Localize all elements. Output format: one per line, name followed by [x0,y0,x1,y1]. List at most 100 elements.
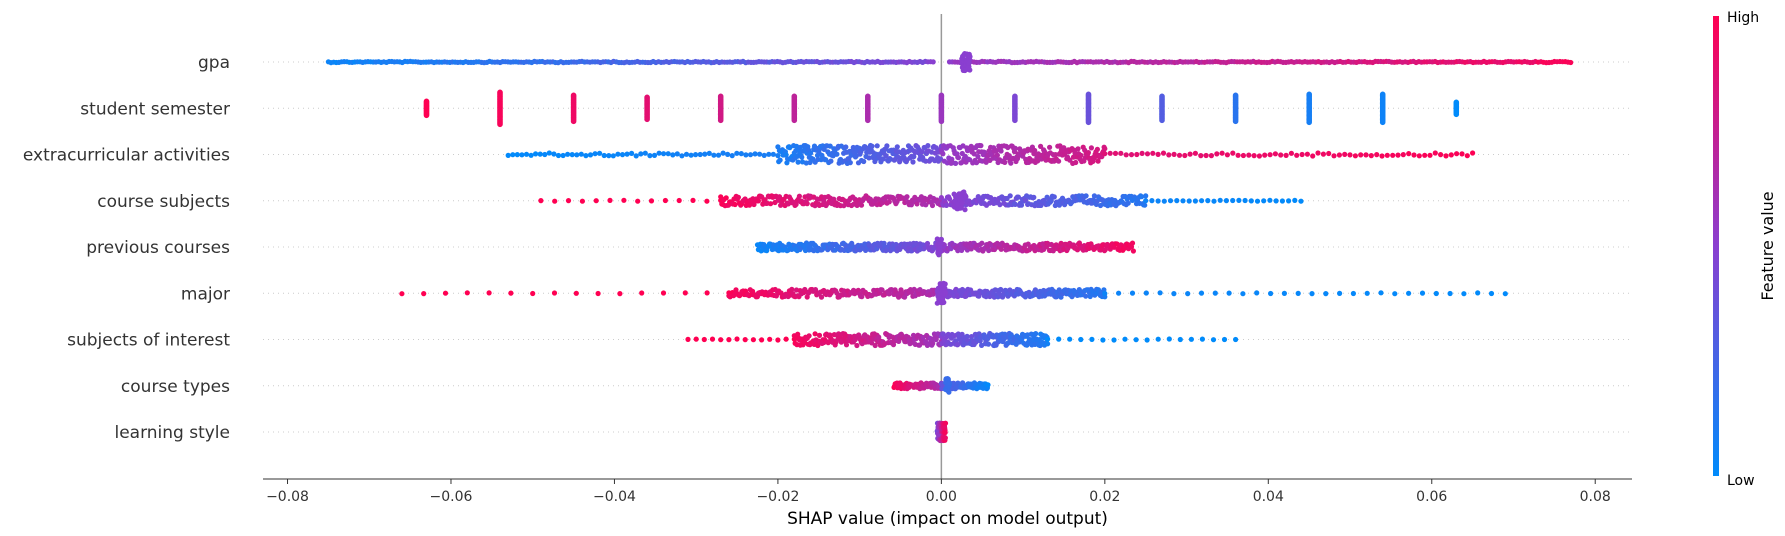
shap-point [751,201,757,208]
shap-point [967,67,973,73]
shap-point [1464,153,1470,159]
shap-point [1012,117,1018,124]
shap-point [560,152,566,159]
shap-point [1246,152,1252,158]
shap-point [656,150,662,156]
shap-point [946,380,953,386]
shap-point [924,240,931,247]
shap-point [942,286,948,292]
shap-point [783,152,789,158]
shap-point [528,152,534,158]
shap-point [1155,198,1161,204]
shap-point [697,151,703,158]
shap-point [676,197,682,204]
shap-point [964,333,970,339]
shap-point [947,196,953,202]
shap-point [1267,152,1273,158]
shap-point [968,334,975,340]
shap-point [1230,197,1236,204]
shap-point [1459,151,1465,157]
shap-point [709,336,716,342]
shap-point [929,202,936,209]
shap-point [886,291,892,297]
shap-point [1272,151,1278,157]
shap-point [755,198,762,204]
shap-point [828,158,834,164]
shap-point [679,153,685,159]
shap-point [519,152,525,158]
feature-row-points [685,330,1239,349]
shap-point [767,336,773,342]
shap-point [421,291,427,297]
shap-point [942,290,949,296]
shap-point [1199,198,1205,204]
shap-point [569,152,575,158]
shap-point [1174,198,1180,204]
shap-point [648,198,655,204]
shap-point [1224,152,1230,158]
shap-point [872,342,878,349]
shap-point [959,200,965,206]
shap-point [1143,198,1149,204]
shap-point [579,198,586,204]
shap-point [1295,290,1301,296]
shap-point [1427,152,1433,158]
shap-point [1268,290,1274,297]
shap-point [942,420,949,426]
x-tick-label: −0.06 [430,489,473,505]
shap-point [1155,336,1161,342]
shap-point [962,207,968,213]
shap-point [1433,290,1439,297]
shap-point [1453,111,1460,118]
shap-point [843,342,850,348]
feature-label: major [181,284,230,304]
shap-point [1083,193,1089,199]
feature-label: course types [121,377,230,397]
shap-point [1033,331,1039,337]
shap-point [1488,290,1495,297]
shap-point [1395,152,1401,158]
shap-point [1210,337,1217,343]
shap-point [1171,291,1177,297]
shap-point [674,151,680,157]
shap-point [1047,144,1053,150]
shap-point [552,198,558,204]
shap-point [1056,158,1062,164]
shap-point [1102,290,1108,297]
shap-point [1392,291,1398,297]
shap-point [621,197,627,203]
shap-point [886,199,892,205]
shap-point [777,157,783,163]
shap-point [940,331,946,337]
shap-point [1111,337,1117,343]
shap-point [610,153,616,159]
shap-point [704,198,710,204]
shap-point [685,336,691,342]
shap-point [953,160,959,166]
shap-point [1219,150,1225,156]
shap-point [1075,146,1081,152]
shap-point [1171,151,1177,157]
shap-point [660,290,667,296]
shap-point [834,151,840,157]
shap-point [923,158,929,164]
shap-point [1358,152,1364,158]
colorbar-low-label: Low [1727,473,1755,489]
shap-point [1012,145,1018,151]
shap-point [942,435,948,441]
feature-row-points [399,280,1508,306]
shap-point [1012,201,1018,207]
shap-point [1112,150,1119,156]
shap-point [832,247,838,253]
shap-point [783,336,789,342]
shap-point [718,337,724,343]
shap-point [1221,336,1228,343]
shap-point [938,240,944,246]
shap-point [1368,153,1374,159]
shap-point [997,202,1003,208]
shap-point [1411,152,1417,158]
x-tick-label: 0.06 [1416,489,1447,505]
shap-point [1390,152,1396,158]
shap-point [874,143,880,149]
shap-point [1192,198,1198,204]
